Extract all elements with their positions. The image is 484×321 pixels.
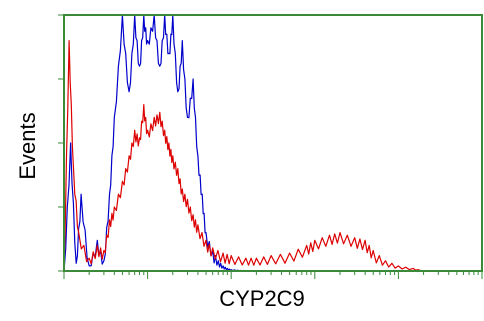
y-axis-label: Events bbox=[15, 112, 40, 180]
x-axis-label: CYP2C9 bbox=[219, 286, 305, 311]
series-layer bbox=[64, 15, 424, 271]
tick-layer bbox=[58, 14, 483, 279]
series-line-1 bbox=[64, 40, 424, 271]
series-line-0 bbox=[64, 15, 257, 271]
plot-frame bbox=[63, 14, 483, 272]
